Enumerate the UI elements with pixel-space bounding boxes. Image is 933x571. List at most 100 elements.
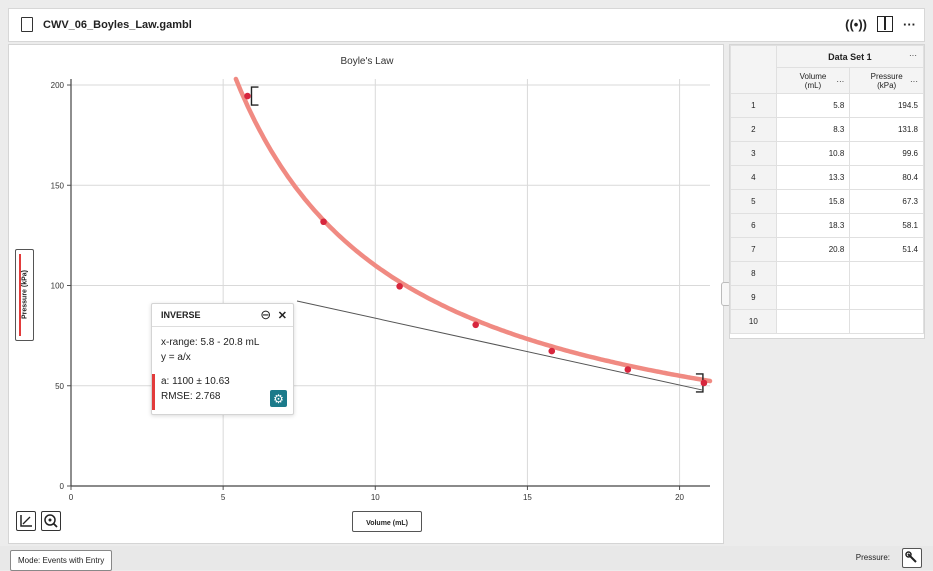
file-icon[interactable] <box>21 17 33 32</box>
row-number: 9 <box>730 285 777 310</box>
table-row[interactable]: 3 10.8 99.6 <box>730 141 924 166</box>
volume-cell[interactable] <box>775 309 851 334</box>
pressure-cell[interactable]: 99.6 <box>849 141 924 166</box>
data-set-title: Data Set 1 <box>828 51 872 62</box>
column-header-pressure[interactable]: Pressure (kPa) ··· <box>849 67 924 94</box>
table-row[interactable]: 10 <box>730 309 924 334</box>
data-point[interactable] <box>320 218 327 226</box>
y-axis-label-box[interactable]: Pressure (kPa) <box>15 249 34 341</box>
fit-rmse: RMSE: 2.768 <box>161 391 221 402</box>
table-row[interactable]: 5 15.8 67.3 <box>730 189 924 214</box>
volume-cell[interactable]: 10.8 <box>775 141 851 166</box>
data-table-panel: Data Set 1 ··· Volume (mL) ··· Pressure … <box>729 44 925 339</box>
pressure-cell[interactable] <box>849 309 924 334</box>
data-point[interactable] <box>396 283 403 290</box>
x-axis-label: Volume (mL) <box>366 520 408 527</box>
table-row[interactable]: 4 13.3 80.4 <box>730 165 924 190</box>
row-number: 6 <box>730 213 777 238</box>
fit-param-a: a: 1100 ± 10.63 <box>161 376 230 387</box>
volume-cell[interactable]: 20.8 <box>775 237 851 262</box>
x-tick-label: 20 <box>675 493 684 502</box>
data-point[interactable] <box>472 321 480 329</box>
graph-options-button[interactable] <box>16 511 36 531</box>
pressure-cell[interactable] <box>849 261 924 286</box>
row-number: 2 <box>730 117 777 142</box>
zoom-icon <box>44 514 58 528</box>
volume-cell[interactable]: 8.3 <box>775 117 851 142</box>
table-row[interactable]: 9 <box>730 285 924 310</box>
pressure-cell[interactable] <box>849 285 924 310</box>
curve-fit-popup: INVERSE ⊖ ✕ x-range: 5.8 - 20.8 mL y = a… <box>151 303 294 415</box>
y-tick-label: 100 <box>51 282 65 291</box>
y-tick-label: 200 <box>51 81 65 90</box>
title-bar: CWV_06_Boyles_Law.gambl ((•)) ··· <box>8 8 925 42</box>
table-row[interactable]: 6 18.3 58.1 <box>730 213 924 238</box>
bracket-left-shape <box>250 86 259 106</box>
pressure-cell[interactable]: 58.1 <box>849 213 924 238</box>
more-menu-icon[interactable]: ··· <box>903 16 916 32</box>
row-number: 7 <box>730 237 777 262</box>
collapse-icon[interactable]: ⊖ <box>260 307 272 322</box>
data-point[interactable] <box>548 347 556 355</box>
column-pressure-name: Pressure <box>870 71 903 81</box>
fit-leader-line <box>296 300 703 391</box>
popup-header: INVERSE ⊖ ✕ <box>152 304 293 327</box>
data-point[interactable] <box>244 92 251 100</box>
status-bar: Mode: Events with Entry Pressure: <box>0 546 933 571</box>
gear-icon[interactable]: ⚙ <box>270 390 287 407</box>
table-row[interactable]: 1 5.8 194.5 <box>730 93 924 118</box>
row-number: 5 <box>730 189 777 214</box>
file-name[interactable]: CWV_06_Boyles_Law.gambl <box>43 19 192 31</box>
volume-cell[interactable] <box>775 285 851 310</box>
zoom-button[interactable] <box>41 511 61 531</box>
y-tick-label: 150 <box>51 181 65 190</box>
table-row[interactable]: 7 20.8 51.4 <box>730 237 924 262</box>
wrench-icon[interactable] <box>902 548 922 568</box>
row-number: 1 <box>730 93 777 118</box>
column-volume-unit: (mL) <box>804 80 822 90</box>
fit-x-range: x-range: 5.8 - 20.8 mL <box>161 337 260 348</box>
column-volume-name: Volume <box>799 71 827 81</box>
pressure-cell[interactable]: 67.3 <box>849 189 924 214</box>
data-set-header[interactable]: Data Set 1 ··· <box>775 45 924 68</box>
column-more-icon[interactable]: ··· <box>836 77 845 86</box>
column-more-icon[interactable]: ··· <box>910 77 918 86</box>
fit-curve <box>233 76 713 384</box>
axes-icon <box>20 515 32 527</box>
table-row[interactable]: 8 <box>730 261 924 286</box>
x-tick-label: 10 <box>371 493 380 502</box>
mode-button[interactable]: Mode: Events with Entry <box>10 550 113 571</box>
table-row[interactable]: 2 8.3 131.8 <box>730 117 924 142</box>
row-number: 4 <box>730 165 777 190</box>
graph-panel: Boyle's Law 0 5 10 15 20 0 50 100 150 200 Pressur… <box>8 44 724 544</box>
volume-cell[interactable] <box>775 261 851 286</box>
layout-icon[interactable] <box>877 16 893 32</box>
pressure-cell[interactable]: 80.4 <box>849 165 924 190</box>
x-tick-label: 0 <box>69 493 74 502</box>
data-point[interactable] <box>624 366 632 373</box>
data-point[interactable] <box>700 379 708 387</box>
pressure-readout-label: Pressure: <box>855 553 890 562</box>
volume-cell[interactable]: 15.8 <box>775 189 851 214</box>
range-bracket-left[interactable] <box>250 86 259 106</box>
volume-cell[interactable]: 13.3 <box>775 165 851 190</box>
data-set-more-icon[interactable]: ··· <box>909 51 917 60</box>
volume-cell[interactable]: 5.8 <box>775 93 851 118</box>
live-sensor-icon[interactable]: ((•)) <box>845 16 867 32</box>
pressure-cell[interactable]: 194.5 <box>849 93 924 118</box>
x-axis-label-box[interactable]: Volume (mL) <box>352 511 422 532</box>
y-axis-label: Pressure (kPa) <box>21 269 29 320</box>
x-tick-label: 15 <box>523 493 532 502</box>
x-tick-label: 5 <box>221 493 226 502</box>
volume-cell[interactable]: 18.3 <box>775 213 851 238</box>
close-icon[interactable]: ✕ <box>277 310 287 322</box>
popup-title: INVERSE <box>161 310 201 320</box>
y-tick-label: 0 <box>60 482 65 491</box>
chart-title: Boyle's Law <box>340 56 394 67</box>
row-number: 8 <box>730 261 777 286</box>
column-pressure-unit: (kPa) <box>877 80 897 90</box>
column-header-volume[interactable]: Volume (mL) ··· <box>775 67 851 94</box>
pressure-cell[interactable]: 51.4 <box>849 237 924 262</box>
pressure-cell[interactable]: 131.8 <box>849 117 924 142</box>
